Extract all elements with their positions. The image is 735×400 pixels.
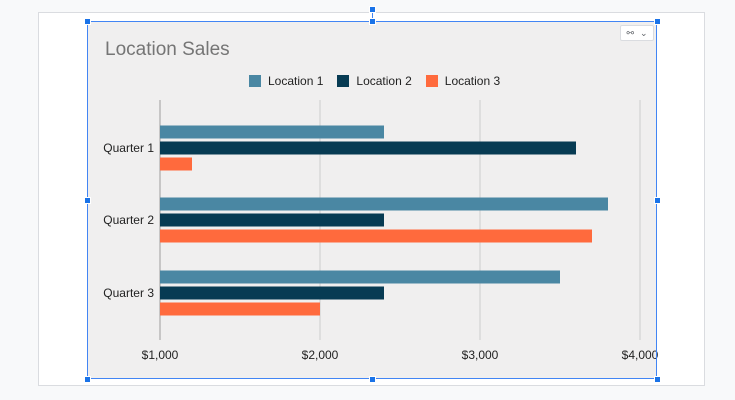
legend-item-location-2: Location 2: [337, 74, 412, 88]
legend-label: Location 1: [268, 74, 324, 88]
legend-swatch: [337, 75, 350, 87]
legend-label: Location 3: [444, 74, 501, 88]
link-icon: ⚯: [626, 27, 634, 38]
bar: [160, 270, 560, 284]
resize-handle-bottom-left[interactable]: [83, 375, 91, 383]
resize-handle-top[interactable]: [368, 17, 376, 25]
legend-swatch: [249, 75, 261, 87]
rotate-handle[interactable]: [368, 5, 376, 13]
legend-swatch: [425, 75, 438, 87]
x-tick-label: $3,000: [462, 348, 499, 362]
bar: [160, 197, 608, 211]
category-label: Quarter 2: [103, 213, 154, 227]
resize-handle-left[interactable]: [83, 196, 91, 204]
x-tick-label: $2,000: [302, 348, 339, 362]
bar: [160, 229, 592, 243]
bar: [160, 141, 576, 155]
bar: [160, 213, 384, 227]
legend-label: Location 2: [356, 74, 412, 88]
resize-handle-right[interactable]: [653, 196, 661, 204]
category-label: Quarter 1: [103, 141, 154, 155]
linked-chart-options-button[interactable]: ⚯ ⌄: [620, 25, 654, 41]
rotate-handle-line: [372, 9, 373, 21]
chart-title: Location Sales: [105, 39, 230, 60]
legend-item-location-3: Location 3: [425, 74, 501, 88]
bar: [160, 125, 384, 139]
bar: [160, 286, 384, 300]
resize-handle-top-left[interactable]: [83, 17, 91, 25]
x-tick-label: $1,000: [142, 348, 179, 362]
resize-handle-bottom-right[interactable]: [653, 375, 661, 383]
resize-handle-top-right[interactable]: [653, 17, 661, 25]
chart-legend: Location 1 Location 2 Location 3: [249, 72, 514, 90]
resize-handle-bottom[interactable]: [368, 375, 376, 383]
chevron-down-icon: ⌄: [640, 27, 648, 38]
bar: [160, 302, 320, 316]
x-tick-label: $4,000: [622, 348, 659, 362]
legend-item-location-1: Location 1: [249, 74, 323, 88]
bar: [160, 157, 192, 171]
category-label: Quarter 3: [103, 286, 154, 300]
